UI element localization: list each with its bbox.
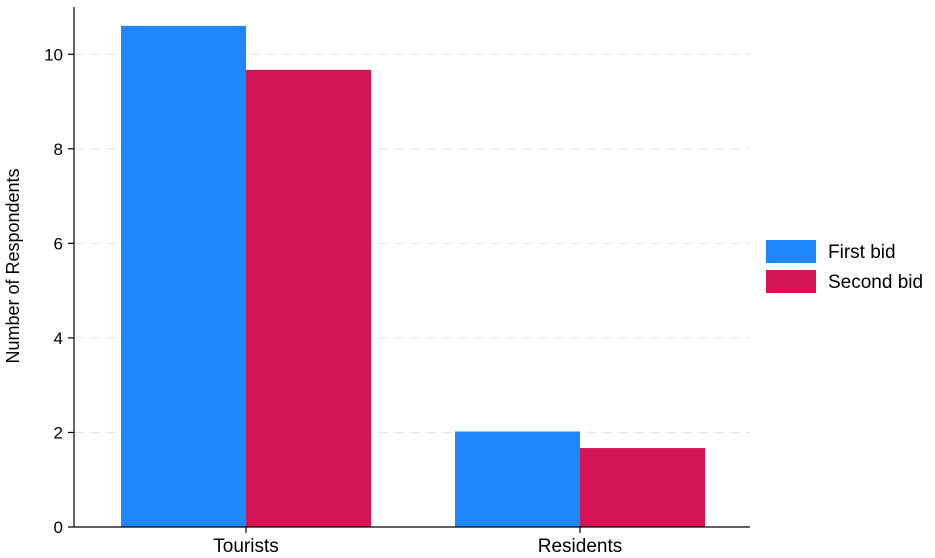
x-category-label: Residents [538,536,623,557]
y-tick-label: 8 [54,140,63,159]
y-tick-label: 6 [54,234,63,253]
y-tick-label: 10 [44,45,63,64]
legend-swatch [766,270,816,293]
y-tick-label: 2 [54,423,63,442]
bars [121,25,705,528]
x-categories: Tourists Residents [213,527,622,557]
axes [73,7,750,528]
bar-tourists-first-bid [121,25,246,528]
legend-label: First bid [828,242,896,263]
bar-tourists-second-bid [246,69,371,527]
bar-residents-first-bid [455,431,580,527]
x-category-label: Tourists [213,536,278,557]
y-tick-label: 4 [54,329,63,348]
legend-swatch [766,240,816,263]
legend: First bid Second bid [766,240,923,293]
y-axis-title: Number of Respondents [3,168,23,363]
legend-label: Second bid [828,272,923,293]
bar-residents-second-bid [580,448,705,527]
y-ticks: 0 2 4 6 8 10 [44,45,74,537]
y-tick-label: 0 [54,518,63,537]
